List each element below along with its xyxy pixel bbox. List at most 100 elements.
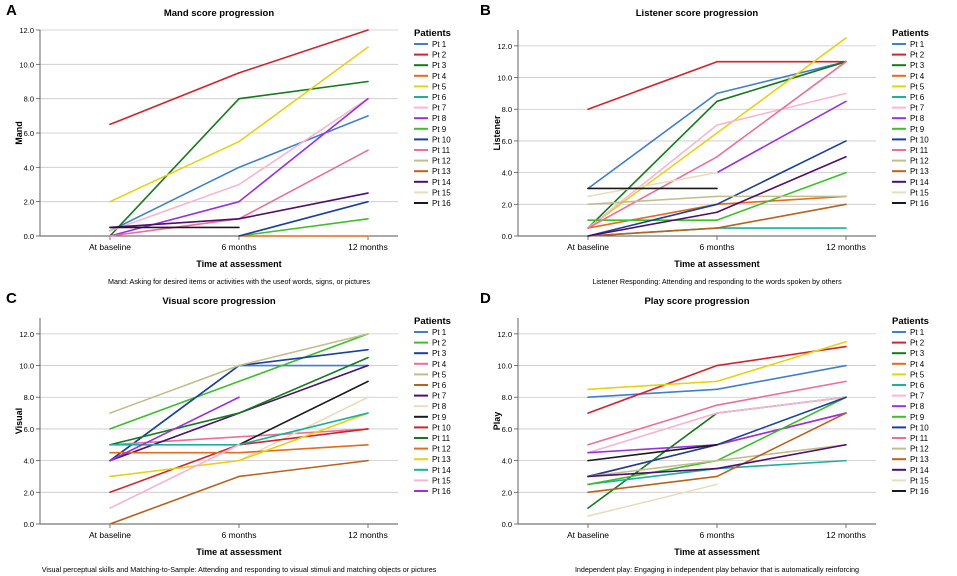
y-tick-label: 0.0 (502, 232, 512, 241)
series-line-segment (587, 388, 718, 399)
series-line-segment (587, 132, 718, 229)
series-line-segment (716, 396, 847, 462)
series-line-segment (238, 149, 369, 220)
series-line-segment (238, 459, 369, 478)
y-axis-label: Mand (14, 121, 24, 145)
series-line-segment (109, 364, 240, 462)
x-axis-label: Time at assessment (674, 547, 759, 557)
series-line-segment (238, 97, 369, 186)
series-line-segment (716, 37, 847, 134)
legend-label: Pt 12 (910, 157, 929, 166)
legend-label: Pt 8 (432, 114, 447, 123)
series-line-segment (109, 97, 240, 237)
x-tick-label: At baseline (567, 530, 609, 540)
mand-chart: Mand score progression 0.0 2.0 4.0 6.0 8.0 10.… (14, 8, 451, 269)
series-line-segment (109, 183, 240, 232)
legend-label: Pt 4 (432, 72, 447, 81)
series-line-segment (587, 203, 718, 229)
legend-label: Pt 6 (910, 381, 925, 390)
series-line-segment (109, 72, 240, 126)
y-tick-label: 4.0 (24, 163, 34, 172)
panel-letter-a: A (6, 2, 17, 19)
legend-label: Pt 1 (432, 328, 447, 337)
series-line-segment (238, 356, 369, 414)
y-axis-label: Visual (14, 408, 24, 434)
legend-label: Pt 9 (910, 125, 925, 134)
legend-label: Pt 9 (432, 125, 447, 134)
chart-title: Visual score progression (162, 296, 276, 307)
legend-label: Pt 7 (910, 104, 925, 113)
y-tick-label: 2.0 (502, 488, 512, 497)
y-tick-label: 10.0 (19, 362, 34, 371)
legend-label: Pt 12 (910, 445, 929, 454)
x-tick-label: 12 months (348, 242, 388, 252)
play-chart: Play score progression 0.0 2.0 4.0 6.0 8.0 10.… (492, 296, 929, 557)
y-tick-label: 2.0 (502, 200, 512, 209)
legend-title: Patients (414, 28, 451, 39)
series-line-segment (109, 459, 240, 478)
series-line-segment (716, 340, 847, 383)
series-line-segment (587, 171, 718, 198)
series-line-segment (109, 443, 240, 509)
series-line-segment (587, 443, 718, 462)
x-tick-label: 6 months (700, 530, 735, 540)
series-line-segment (587, 443, 718, 478)
y-tick-label: 10.0 (497, 74, 512, 83)
legend-label: Pt 7 (910, 392, 925, 401)
legend-label: Pt 9 (432, 413, 447, 422)
series-line-segment (587, 404, 718, 446)
legend-label: Pt 3 (432, 61, 447, 70)
series-line-segment (716, 60, 847, 103)
legend-label: Pt 3 (910, 349, 925, 358)
y-tick-label: 6.0 (24, 425, 34, 434)
x-tick-label: At baseline (89, 530, 131, 540)
series-line-segment (109, 475, 240, 525)
series-line-segment (587, 443, 718, 454)
series-line-segment (587, 475, 718, 494)
legend-label: Pt 5 (432, 370, 447, 379)
series-line-segment (716, 396, 847, 414)
legend-label: Pt 4 (910, 72, 925, 81)
series-line-segment (587, 467, 718, 478)
y-tick-label: 12.0 (19, 26, 34, 35)
series-line-segment (716, 443, 847, 470)
series-line-segment (238, 412, 369, 446)
legend-label: Pt 14 (432, 466, 451, 475)
y-tick-label: 12.0 (19, 330, 34, 339)
legend-label: Pt 13 (432, 167, 451, 176)
legend-label: Pt 15 (910, 188, 929, 197)
play-caption: Independent play: Engaging in independen… (574, 565, 860, 574)
legend-label: Pt 15 (432, 476, 451, 485)
legend-label: Pt 10 (910, 135, 929, 144)
series-line-segment (109, 380, 240, 430)
legend-label: Pt 4 (910, 360, 925, 369)
legend-label: Pt 12 (432, 445, 451, 454)
series-line-segment (238, 443, 369, 454)
legend-label: Pt 14 (432, 178, 451, 187)
series-line-segment (238, 29, 369, 74)
legend-label: Pt 6 (432, 381, 447, 390)
y-tick-label: 0.0 (24, 520, 34, 529)
legend-label: Pt 16 (910, 487, 929, 496)
legend-label: Pt 3 (432, 349, 447, 358)
legend-label: Pt 8 (910, 402, 925, 411)
listener-chart: Listener score progression 0.0 2.0 4.0 6.0 8.… (492, 8, 929, 269)
series-line-segment (109, 166, 240, 232)
series-line-segment (716, 60, 847, 95)
series-line-segment (716, 140, 847, 206)
legend-label: Pt 12 (432, 157, 451, 166)
y-tick-label: 2.0 (24, 198, 34, 207)
series-line-segment (716, 396, 847, 446)
chart-title: Play score progression (644, 296, 749, 307)
series-line-segment (716, 443, 847, 462)
y-axis-label: Play (492, 412, 502, 431)
legend-label: Pt 9 (910, 413, 925, 422)
series-line-segment (587, 412, 718, 454)
series-line-segment (238, 364, 369, 414)
legend-label: Pt 14 (910, 178, 929, 187)
series-line-segment (587, 459, 718, 478)
legend-label: Pt 8 (910, 114, 925, 123)
y-tick-label: 10.0 (19, 60, 34, 69)
series-line-segment (587, 211, 718, 237)
series-line-segment (109, 200, 240, 237)
